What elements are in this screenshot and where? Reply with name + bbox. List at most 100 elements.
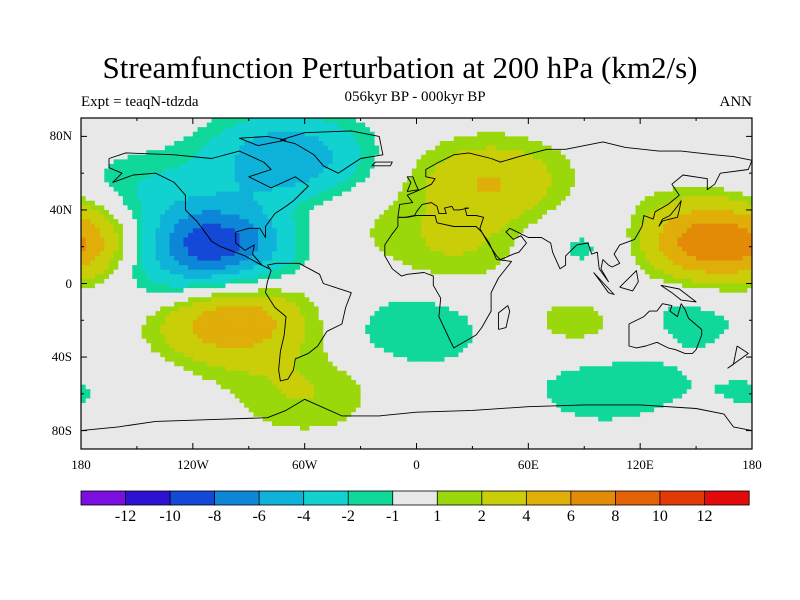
field-cell bbox=[519, 182, 525, 188]
field-cell bbox=[127, 186, 133, 193]
field-cell bbox=[682, 242, 688, 248]
field-cell bbox=[188, 131, 194, 137]
field-cell bbox=[122, 255, 129, 262]
field-cell bbox=[663, 136, 669, 142]
field-cell bbox=[747, 122, 752, 128]
field-cell bbox=[281, 186, 287, 193]
field-cell bbox=[248, 191, 255, 197]
field-cell bbox=[169, 223, 175, 229]
field-cell bbox=[519, 265, 525, 271]
field-cell bbox=[220, 163, 227, 170]
field-cell bbox=[537, 209, 543, 216]
field-cell bbox=[658, 232, 665, 239]
field-cell bbox=[272, 136, 278, 142]
field-cell bbox=[211, 214, 217, 220]
field-cell bbox=[728, 177, 734, 183]
field-cell bbox=[425, 154, 432, 160]
field-cell bbox=[127, 136, 133, 142]
field-cell bbox=[323, 150, 329, 156]
field-cell bbox=[313, 127, 320, 133]
field-cell bbox=[505, 122, 511, 128]
field-cell bbox=[556, 131, 562, 137]
field-cell bbox=[108, 232, 115, 239]
field-cell bbox=[318, 214, 324, 220]
field-cell bbox=[491, 260, 497, 266]
field-cell bbox=[281, 191, 287, 197]
field-cell bbox=[174, 237, 180, 243]
field-cell bbox=[546, 214, 553, 220]
field-cell bbox=[621, 163, 627, 170]
field-cell bbox=[747, 196, 752, 202]
field-cell bbox=[724, 136, 730, 142]
field-cell bbox=[500, 209, 506, 216]
field-cell bbox=[579, 122, 585, 128]
field-cell bbox=[225, 122, 231, 128]
field-cell bbox=[360, 177, 366, 183]
field-cell bbox=[94, 131, 101, 137]
field-cell bbox=[514, 122, 520, 128]
field-cell bbox=[323, 196, 329, 202]
field-cell bbox=[113, 265, 119, 271]
field-cell bbox=[500, 237, 506, 243]
field-cell bbox=[150, 265, 157, 271]
field-cell bbox=[230, 145, 236, 151]
field-cell bbox=[700, 177, 706, 183]
field-cell bbox=[691, 136, 697, 142]
field-cell bbox=[481, 182, 487, 188]
field-cell bbox=[244, 145, 250, 151]
field-cell bbox=[565, 182, 571, 188]
field-cell bbox=[542, 228, 548, 234]
field-cell bbox=[374, 209, 380, 216]
field-cell bbox=[416, 246, 422, 252]
field-cell bbox=[300, 209, 306, 216]
field-cell bbox=[710, 145, 716, 151]
field-cell bbox=[99, 173, 105, 179]
field-cell bbox=[626, 228, 632, 234]
field-cell bbox=[668, 242, 674, 248]
field-cell bbox=[108, 186, 115, 193]
field-cell bbox=[360, 269, 366, 275]
field-cell bbox=[383, 127, 390, 133]
field-cell bbox=[365, 196, 371, 202]
field-cell bbox=[612, 219, 618, 225]
field-cell bbox=[216, 260, 222, 266]
field-cell bbox=[178, 196, 185, 202]
field-cell bbox=[528, 163, 534, 170]
field-cell bbox=[244, 122, 250, 128]
field-cell bbox=[658, 122, 665, 128]
field-cell bbox=[206, 145, 213, 151]
field-cell bbox=[425, 122, 432, 128]
field-cell bbox=[458, 122, 464, 128]
field-cell bbox=[85, 200, 91, 206]
field-cell bbox=[621, 186, 627, 193]
field-cell bbox=[742, 127, 748, 133]
field-cell bbox=[244, 196, 250, 202]
field-cell bbox=[505, 145, 511, 151]
field-cell bbox=[411, 140, 418, 147]
field-cell bbox=[244, 205, 250, 211]
field-cell bbox=[160, 237, 166, 243]
field-cell bbox=[169, 136, 175, 142]
field-cell bbox=[542, 168, 548, 174]
field-cell bbox=[700, 260, 706, 266]
field-cell bbox=[710, 223, 716, 229]
field-cell bbox=[747, 209, 752, 216]
field-cell bbox=[253, 219, 259, 225]
field-cell bbox=[644, 223, 651, 229]
field-cell bbox=[369, 223, 376, 229]
field-cell bbox=[393, 159, 399, 165]
field-cell bbox=[593, 209, 599, 216]
field-cell bbox=[719, 223, 725, 229]
field-cell bbox=[747, 242, 752, 248]
field-cell bbox=[206, 260, 213, 266]
field-cell bbox=[383, 242, 390, 248]
field-cell bbox=[230, 140, 236, 147]
field-cell bbox=[556, 177, 562, 183]
field-cell bbox=[495, 136, 501, 142]
field-cell bbox=[253, 168, 259, 174]
field-cell bbox=[658, 159, 665, 165]
field-cell bbox=[267, 177, 273, 183]
field-cell bbox=[714, 122, 720, 128]
field-cell bbox=[519, 200, 525, 206]
field-cell bbox=[281, 127, 287, 133]
